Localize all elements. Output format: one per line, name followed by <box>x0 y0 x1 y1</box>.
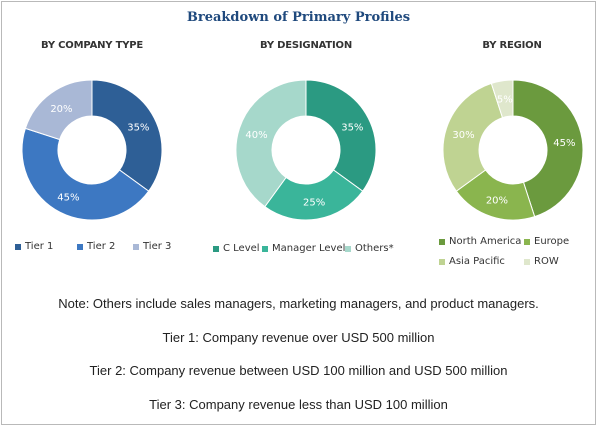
legend-item-1-2: Others* <box>345 243 394 254</box>
note-tier-2: Tier 2: Company revenue between USD 100 … <box>89 363 508 378</box>
legend-label: Others* <box>355 243 394 254</box>
slice-label-0-0: 35% <box>127 122 149 133</box>
note-tier-1: Tier 1: Company revenue over USD 500 mil… <box>162 330 435 345</box>
donut-slice-0-1 <box>21 127 150 221</box>
legend-item-0-1: Tier 2 <box>77 241 115 252</box>
legend-label: Europe <box>534 236 570 247</box>
legend-item-1-0: C Level <box>213 243 260 254</box>
note-tier-3: Tier 3: Company revenue less than USD 10… <box>149 397 448 412</box>
legend-swatch <box>15 243 21 250</box>
note-others: Note: Others include sales managers, mar… <box>58 296 539 311</box>
donut-slice-2-3 <box>490 79 514 119</box>
slice-label-1-1: 25% <box>303 197 325 208</box>
slice-label-1-0: 35% <box>341 122 363 133</box>
company-type-heading: BY COMPANY TYPE <box>40 40 144 51</box>
legend-label: Tier 2 <box>87 241 116 252</box>
legend-swatch <box>439 258 445 265</box>
legend-swatch <box>133 243 139 250</box>
slice-label-2-0: 45% <box>553 138 575 149</box>
legend-swatch <box>77 243 83 250</box>
legend-item-0-2: Tier 3 <box>133 241 171 252</box>
legend-swatch <box>524 258 530 265</box>
legend-swatch <box>439 238 445 245</box>
legend-swatch <box>524 238 530 245</box>
legend-item-0-0: Tier 1 <box>15 241 53 252</box>
legend-label: North America <box>449 236 522 247</box>
legend-swatch <box>345 245 351 252</box>
slice-label-2-3: 5% <box>497 95 513 106</box>
donut-slice-0-2 <box>24 79 93 141</box>
legend-item-2-2: Asia Pacific <box>439 256 505 267</box>
legend-item-1-1: Manager Level <box>262 243 345 254</box>
legend-item-2-0: North America <box>439 236 521 247</box>
donut-slice-2-2 <box>442 82 504 192</box>
chart-title: Breakdown of Primary Profiles <box>186 10 411 25</box>
designation-heading: BY DESIGNATION <box>259 40 352 51</box>
legend-item-2-1: Europe <box>524 236 569 247</box>
legend-label: Manager Level <box>272 243 346 254</box>
donut-slice-1-0 <box>305 79 377 192</box>
donut-slice-1-2 <box>235 79 307 208</box>
legend-swatch <box>262 245 268 252</box>
slice-label-2-1: 20% <box>486 195 508 206</box>
donut-charts: 35% 45% 20% 35% 25% 40% 45% 20% 30% 5% <box>21 79 584 221</box>
slice-label-2-2: 30% <box>452 130 474 141</box>
legend-label: ROW <box>534 256 559 267</box>
legend-swatch <box>213 245 219 252</box>
slice-label-1-2: 40% <box>245 130 267 141</box>
legend-item-2-3: ROW <box>524 256 559 267</box>
donut-slice-0-0 <box>91 79 163 192</box>
legend-label: Tier 3 <box>143 241 172 252</box>
legend-label: C Level <box>223 243 260 254</box>
donut-slice-2-0 <box>512 79 584 218</box>
legend-label: Asia Pacific <box>449 256 505 267</box>
donut-slice-1-1 <box>264 169 364 221</box>
slice-label-0-1: 45% <box>57 192 79 203</box>
slice-label-0-2: 20% <box>50 104 72 115</box>
legend-label: Tier 1 <box>25 241 54 252</box>
region-heading: BY REGION <box>482 40 542 51</box>
